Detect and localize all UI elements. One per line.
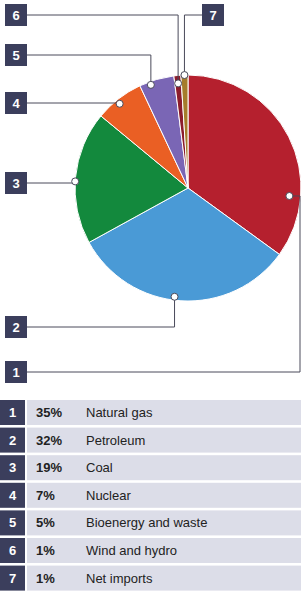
legend-label: Petroleum [86,433,145,448]
callout-line [27,103,120,105]
legend-number: 3 [9,460,16,475]
callout-dot [175,80,182,87]
callout-box [5,172,27,194]
chart: 1 2 3 4 5 6 7 1 35% Natural gas 2 32% Petroleum 3 19% C… [0,0,304,597]
legend-number: 2 [9,433,16,448]
legend-label: Bioenergy and waste [86,515,207,530]
legend-value: 7% [36,488,55,503]
callouts: 1 2 3 4 5 6 7 [5,4,300,383]
callout-box [5,4,27,26]
legend-number-box [0,428,25,453]
callout-number: 2 [12,320,19,335]
legend-number: 4 [9,488,17,503]
legend-value: 1% [36,571,55,586]
callout-line [27,181,75,183]
legend-row [27,428,301,453]
legend-value: 1% [36,543,55,558]
callout-number: 4 [12,96,20,111]
pie [75,75,301,301]
legend-number: 1 [9,405,16,420]
legend-row [27,483,301,508]
legend-value: 35% [36,405,62,420]
legend-number: 7 [9,571,16,586]
legend-row [27,400,301,425]
legend-label: Wind and hydro [86,543,177,558]
legend-row [27,566,301,591]
callout-dot [147,81,154,88]
callout-box [5,361,27,383]
callout-dot [286,192,293,199]
callout-dot [181,72,188,79]
legend-number-box [0,510,25,535]
slice [140,76,188,188]
callout-number: 5 [12,48,19,63]
legend-value: 5% [36,515,55,530]
legend-value: 32% [36,433,62,448]
legend-label: Natural gas [86,405,153,420]
callout-dot [171,293,178,300]
legend-number: 6 [9,543,16,558]
legend-number-box [0,483,25,508]
legend-label: Coal [86,460,113,475]
legend-number-box [0,400,25,425]
legend-row [27,455,301,480]
callout-dot [72,178,79,185]
callout-dot [116,100,123,107]
callout-box [202,4,224,26]
callout-box [5,92,27,114]
callout-box [5,44,27,66]
legend-number: 5 [9,515,16,530]
callout-number: 6 [12,8,19,23]
legend-row [27,510,301,535]
legend-row [27,538,301,563]
legend: 1 35% Natural gas 2 32% Petroleum 3 19% Coal 4 7% N… [0,400,301,591]
callout-line [184,15,202,75]
callout-line [27,15,178,83]
callout-box [5,316,27,338]
callout-number: 7 [209,8,216,23]
slice [181,75,188,188]
callout-line [27,196,300,372]
slice [174,75,188,188]
legend-value: 19% [36,460,62,475]
legend-number-box [0,455,25,480]
callout-line [27,297,175,327]
callout-line [27,55,151,85]
callout-number: 1 [12,365,19,380]
legend-label: Nuclear [86,488,131,503]
callout-number: 3 [12,176,19,191]
legend-label: Net imports [86,571,153,586]
legend-number-box [0,566,25,591]
legend-number-box [0,538,25,563]
